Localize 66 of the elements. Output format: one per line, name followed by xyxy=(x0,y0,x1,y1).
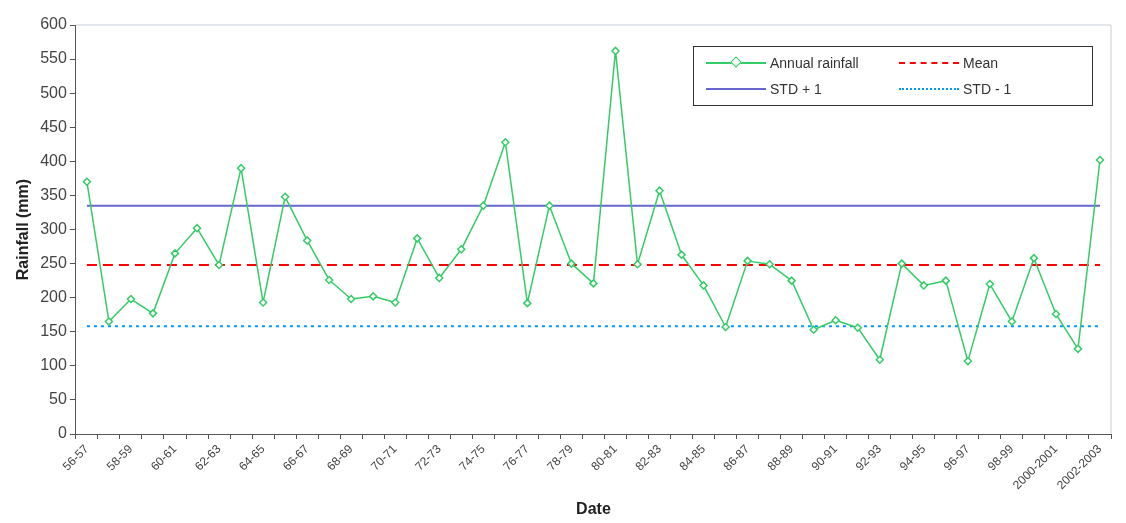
y-tick-label: 300 xyxy=(40,219,67,237)
point xyxy=(104,317,114,326)
y-tick-label: 350 xyxy=(40,185,67,203)
point xyxy=(699,281,708,290)
y-tick-label: 200 xyxy=(40,288,67,306)
point xyxy=(214,260,224,270)
point xyxy=(963,356,973,366)
point xyxy=(875,355,884,364)
point xyxy=(302,236,312,245)
point xyxy=(413,234,422,243)
point xyxy=(589,279,598,288)
legend-label: STD + 1 xyxy=(770,81,822,97)
point xyxy=(457,245,466,254)
point xyxy=(787,276,796,285)
point xyxy=(1095,155,1105,165)
legend-label: Annual rainfall xyxy=(770,55,859,71)
point xyxy=(633,260,642,269)
point xyxy=(192,223,202,233)
point xyxy=(1051,309,1061,319)
point xyxy=(258,298,268,307)
point xyxy=(280,192,290,202)
legend-label: Mean xyxy=(963,55,999,71)
y-tick-label: 0 xyxy=(57,424,67,442)
point xyxy=(148,309,158,318)
point xyxy=(919,281,929,290)
point xyxy=(743,256,752,266)
point xyxy=(1007,317,1017,326)
point xyxy=(236,163,246,173)
point xyxy=(567,259,576,268)
point xyxy=(853,323,862,332)
y-tick-label: 600 xyxy=(40,15,67,33)
point xyxy=(1073,344,1083,354)
y-tick-label: 500 xyxy=(40,83,67,101)
y-tick-label: 250 xyxy=(40,254,67,272)
point xyxy=(82,177,92,187)
y-tick-label: 550 xyxy=(40,49,67,67)
point xyxy=(721,322,730,332)
y-tick-label: 450 xyxy=(40,117,67,135)
point xyxy=(897,259,907,268)
y-tick-label: 400 xyxy=(40,151,67,169)
y-tick-label: 150 xyxy=(40,322,67,340)
point xyxy=(655,186,664,195)
point xyxy=(501,138,510,147)
point xyxy=(479,201,488,210)
point xyxy=(941,276,951,285)
point xyxy=(1029,253,1039,263)
point xyxy=(324,275,334,285)
legend-label: STD - 1 xyxy=(963,81,1012,97)
point xyxy=(831,315,840,325)
point xyxy=(677,250,686,259)
y-tick-label: 100 xyxy=(40,356,67,374)
y-axis-title: Rainfall (mm) xyxy=(14,178,32,281)
point xyxy=(126,294,136,304)
point xyxy=(611,46,620,56)
point xyxy=(809,325,818,334)
point xyxy=(346,294,356,304)
point xyxy=(523,298,532,308)
point xyxy=(985,279,995,289)
x-axis-title: Date xyxy=(576,499,611,517)
point xyxy=(545,201,554,210)
point xyxy=(765,260,774,269)
point xyxy=(368,292,378,301)
point xyxy=(435,273,444,283)
point xyxy=(170,249,180,258)
y-tick-label: 50 xyxy=(49,390,67,408)
point xyxy=(390,298,400,307)
